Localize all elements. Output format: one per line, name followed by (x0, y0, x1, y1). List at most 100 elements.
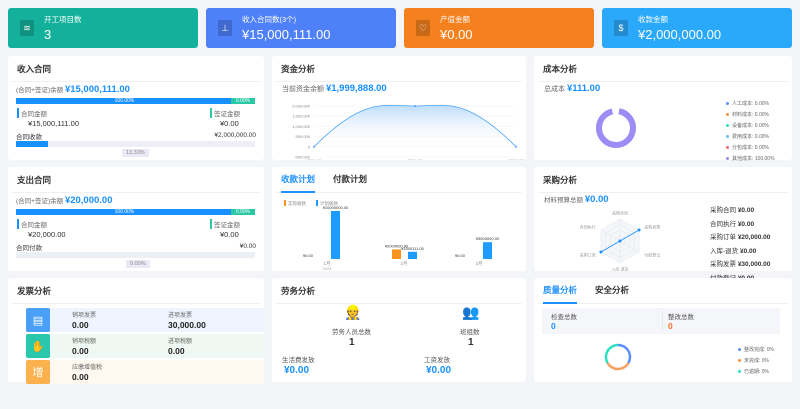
purchase-item-label: 采购合同 (710, 207, 736, 214)
legend-dot (738, 348, 741, 351)
legend-swatch (284, 200, 286, 206)
living-value: ¥0.00 (284, 365, 310, 376)
panel-title: 劳务分析 (276, 278, 522, 304)
cost-legend: 人工成本: 0.00% 材料成本: 0.00% 设备成本: 0.00% 费用成本: 0… (726, 100, 775, 166)
summary-card[interactable]: ♡ 产值金额 ¥0.00 (404, 8, 594, 48)
worker-icon: 👷 (344, 304, 362, 320)
tab-safety[interactable]: 安全分析 (595, 284, 630, 295)
card-label: 开工项目数 (44, 15, 82, 24)
legend-dot (726, 102, 729, 105)
check-value: 0 (551, 321, 556, 331)
collect-pct: 13.33% (122, 149, 149, 157)
y-tick-label: 500,000 (296, 134, 311, 139)
bar-data-label: ¥3500000.00 (476, 236, 500, 241)
legend-item[interactable]: 未完成: 0% (738, 357, 774, 364)
workers-label: 劳务人员总数 (332, 329, 371, 336)
contract-label: 合同金额 (17, 219, 47, 229)
summary-card[interactable]: ≋ 开工项目数 3 (8, 8, 198, 48)
x-tick-label: 1月 (323, 261, 330, 267)
quality-panel: 质量分析 安全分析 检查总数 0 整改总数 0 整改完成: 0% 未完成: 0% 已逾… (534, 278, 792, 382)
y-tick-label: 1,500,000 (292, 114, 311, 119)
pay-progress (16, 252, 255, 258)
legend-label: 已逾期: 0% (744, 369, 770, 375)
radar-label: 合同执行 (580, 224, 596, 230)
card-label: 收入合同数(3个) (242, 15, 297, 24)
legend-item[interactable]: 已逾期: 0% (738, 368, 774, 375)
legend-dot (726, 146, 729, 149)
legend-item[interactable]: 设备成本: 0.00% (726, 122, 775, 129)
balance-value: ¥20,000.00 (64, 195, 113, 206)
radar-label: 入库-退货 (611, 266, 628, 272)
panel-title: 采购分析 (538, 167, 788, 193)
collect-value: ¥2,000,000.00 (214, 132, 256, 139)
invoice-value: 30,000.00 (168, 320, 206, 330)
quality-stats: 检查总数 0 整改总数 0 (542, 308, 780, 334)
rectify-label: 整改总数 (668, 314, 694, 321)
legend-dot (726, 157, 729, 160)
legend-item[interactable]: 分包成本: 0.00% (726, 144, 775, 151)
collect-label: 合同收款 (16, 134, 42, 141)
funds-panel: 资金分析 当前资金余额 ¥1,999,888.00 2,000,000 1,500… (272, 56, 526, 160)
legend-label: 材料成本: 0.00% (732, 112, 769, 118)
y-tick-label: -500,000 (294, 155, 311, 160)
summary-card[interactable]: ⊥ 收入合同数(3个) ¥15,000,111.00 (206, 8, 396, 48)
funds-area-chart: 2,000,000 1,500,000 1,000,000 500,000 0 -500,… (292, 104, 524, 161)
tax-hand-icon: ✋ (26, 334, 50, 358)
legend-label: 其他成本: 100.00% (732, 156, 775, 162)
workers-value: 1 (349, 337, 355, 348)
legend-label: 整改完成: 0% (744, 347, 775, 353)
purchase-item: 采购合同 ¥0.00 (710, 204, 770, 214)
budget-value: ¥0.00 (584, 194, 609, 205)
tab-quality[interactable]: 质量分析 (543, 278, 578, 304)
x-tick-label: 2024-01 (307, 158, 322, 160)
y-tick-label: 1,000,000 (292, 124, 311, 129)
card-value: 3 (44, 27, 52, 42)
purchase-item-label: 采购订单 (710, 234, 736, 241)
purchase-item-value: ¥0.00 (737, 220, 755, 228)
bar-data-label: ¥0.00 (455, 253, 466, 258)
invoice-label: 销项税额 (72, 339, 97, 345)
radar-label: 采购订单 (580, 252, 596, 258)
bar-data-label: ¥2000000.00 (385, 243, 409, 248)
data-point (515, 145, 517, 148)
legend-label: 人工成本: 0.00% (732, 101, 769, 107)
legend-item[interactable]: 人工成本: 0.00% (726, 100, 775, 107)
x-year-label: 2024 (323, 266, 333, 271)
rectify-value: 0 (668, 321, 673, 331)
legend-item[interactable]: 费用成本: 0.00% (726, 133, 775, 140)
total-label: 总成本 (544, 86, 565, 93)
tab-payment-plan[interactable]: 付款计划 (333, 173, 368, 184)
invoice-value: 0.00 (168, 346, 185, 356)
visa-label: 签证金额 (210, 108, 240, 118)
legend-dot (726, 124, 729, 127)
teams-value: 1 (468, 337, 474, 348)
pay-value: ¥0.00 (239, 243, 256, 250)
series-area (314, 105, 516, 147)
total-value: ¥111.00 (566, 83, 601, 94)
invoice-icon: ▤ (26, 308, 50, 332)
radar-label: 付款登记 (644, 252, 660, 258)
visa-value: ¥0.00 (220, 119, 239, 128)
legend-item[interactable]: 整改完成: 0% (738, 346, 774, 353)
legend-item[interactable]: 其他成本: 100.00% (726, 155, 775, 162)
contract-value: ¥20,000.00 (28, 230, 66, 239)
purchase-item-value: ¥0.00 (739, 247, 757, 255)
cost-donut-chart (596, 107, 636, 148)
team-icon: 👥 (462, 304, 480, 320)
legend-label: 未完成: 0% (744, 358, 770, 364)
summary-card[interactable]: $ 收款金额 ¥2,000,000.00 (602, 8, 792, 48)
purchase-item-label: 合同执行 (710, 220, 736, 228)
stamp-icon: ⊥ (218, 20, 232, 36)
balance-label: (合同+签证)余额 (16, 87, 64, 94)
purchase-list: 采购合同 ¥0.00 合同执行 ¥0.00 采购订单 ¥20,000.00 入库-退货… (710, 204, 770, 285)
contract-label: 合同金额 (17, 108, 47, 118)
tab-collection-plan[interactable]: 收款计划 (281, 167, 316, 193)
quality-legend: 整改完成: 0% 未完成: 0% 已逾期: 0% (738, 346, 774, 379)
legend-item[interactable]: 材料成本: 0.00% (726, 111, 775, 118)
plan-panel: 收款计划 付款计划 实际收款 计划收款 ¥0.00 ¥10000000.00 1月 ¥200… (272, 167, 526, 271)
purchase-item-label: 入库-退货 (710, 247, 739, 255)
visa-value: ¥0.00 (220, 230, 239, 239)
heart-shield-icon: ♡ (416, 20, 430, 36)
legend-label: 分包成本: 0.00% (732, 145, 769, 151)
